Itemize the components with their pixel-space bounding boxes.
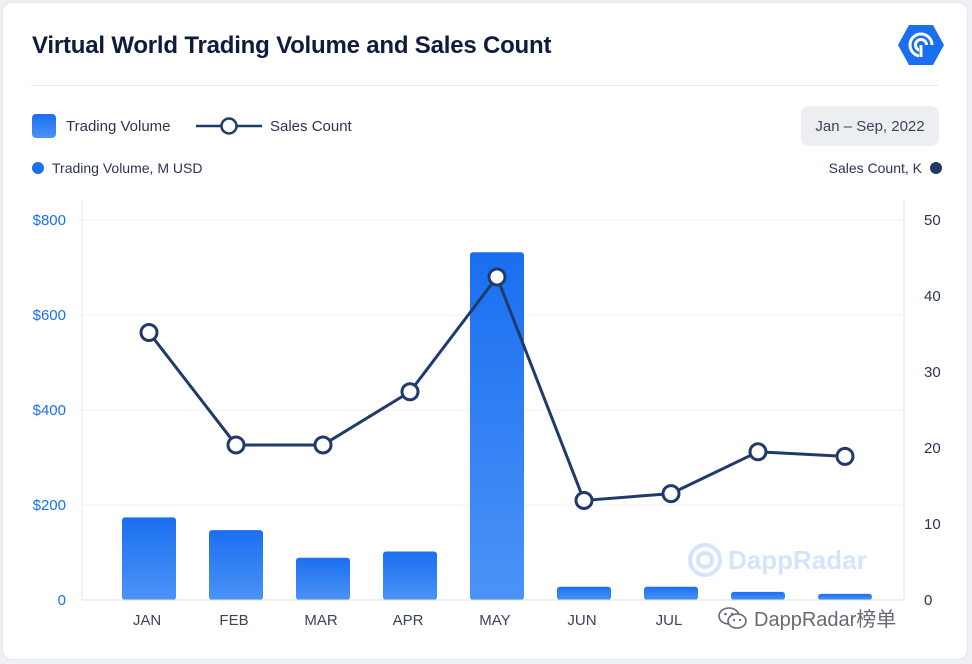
- wechat-icon: [718, 606, 747, 629]
- sales-point-jun: [574, 490, 594, 510]
- line-marker-icon: [196, 117, 262, 135]
- sales-point-aug: [748, 442, 768, 462]
- sales-point-mar: [313, 435, 333, 455]
- dappradar-logo-icon: [898, 25, 944, 65]
- y-right-tick-label: 30: [924, 364, 941, 381]
- sales-point-jan: [139, 322, 159, 342]
- y-right-tick-label: 10: [924, 516, 941, 533]
- sales-point-may: [487, 267, 507, 287]
- wechat-text: DappRadar榜单: [754, 609, 897, 631]
- sales-point-jul: [661, 484, 681, 504]
- sales-point-feb: [226, 435, 246, 455]
- y-right-tick-label: 0: [924, 592, 932, 609]
- bar-aug: [731, 591, 785, 600]
- x-tick-label: JUL: [656, 612, 683, 629]
- header-divider: [31, 85, 939, 86]
- sales-point-sep: [835, 446, 855, 466]
- watermark-logo-icon: [688, 543, 722, 577]
- y-left-tick-label: $200: [33, 497, 66, 514]
- x-tick-label: MAR: [304, 612, 338, 629]
- bar-feb: [209, 530, 263, 600]
- y-left-tick-label: 0: [58, 592, 66, 609]
- legend-sales-count: Sales Count: [196, 114, 352, 138]
- x-tick-label: JUN: [567, 612, 596, 629]
- legend-trading-volume: Trading Volume: [32, 114, 171, 138]
- bar-may: [470, 252, 524, 601]
- bar-jul: [644, 586, 698, 600]
- page-title: Virtual World Trading Volume and Sales C…: [32, 32, 552, 59]
- y-left-tick-label: $600: [33, 307, 66, 324]
- x-tick-label: FEB: [219, 612, 248, 629]
- bar-sep: [818, 593, 872, 600]
- watermark-brand: DappRadar: [728, 544, 867, 575]
- sales-point-apr: [400, 382, 420, 402]
- dappradar-watermark: DappRadar: [688, 543, 867, 577]
- bar-mar: [296, 557, 350, 600]
- y-right-tick-label: 40: [924, 288, 941, 305]
- legend-bar-label: Trading Volume: [66, 117, 171, 135]
- left-unit-label: Trading Volume, M USD: [52, 160, 203, 176]
- x-tick-label: MAY: [479, 612, 510, 629]
- bar-apr: [383, 551, 437, 600]
- bar-swatch-icon: [32, 114, 56, 138]
- left-unit-dot-icon: [32, 162, 44, 174]
- right-unit-label: Sales Count, K: [828, 160, 922, 176]
- wechat-watermark: DappRadar榜单: [718, 603, 896, 632]
- right-unit-dot-icon: [930, 162, 942, 174]
- bar-jan: [122, 517, 176, 600]
- right-axis-unit: Sales Count, K: [829, 160, 942, 176]
- left-axis-unit: Trading Volume, M USD: [32, 160, 202, 176]
- bar-jun: [557, 586, 611, 600]
- y-right-tick-label: 50: [924, 212, 941, 229]
- x-tick-label: JAN: [133, 612, 161, 629]
- y-left-tick-label: $400: [33, 402, 66, 419]
- y-left-tick-label: $800: [33, 212, 66, 229]
- legend-line-label: Sales Count: [270, 117, 352, 135]
- x-tick-label: APR: [393, 612, 424, 629]
- date-range-badge: Jan – Sep, 2022: [801, 106, 939, 146]
- y-right-tick-label: 20: [924, 440, 941, 457]
